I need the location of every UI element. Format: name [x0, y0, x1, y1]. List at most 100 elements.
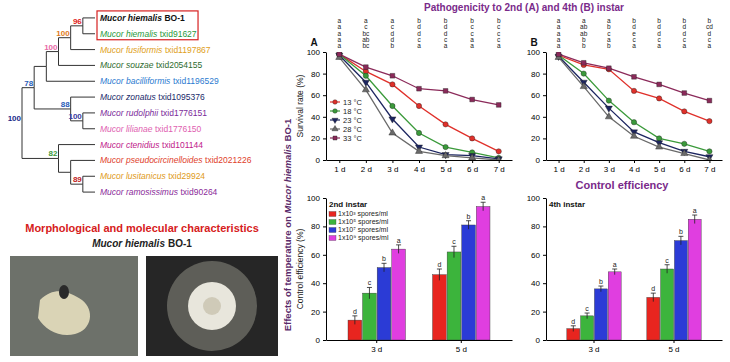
error-cap [651, 293, 656, 294]
series-line [339, 54, 498, 158]
tick-mark [323, 95, 326, 96]
leaf-label: Mucor lilianaetxid1776150 [100, 124, 202, 134]
legend-label: 1x10⁷ spores/ml [338, 226, 388, 234]
tick-label: 80 [311, 222, 320, 231]
marker [389, 129, 396, 135]
series-line [559, 56, 710, 156]
marker [389, 117, 396, 123]
series-line [559, 54, 710, 100]
tick-label: 0 [536, 336, 541, 345]
bar [647, 297, 660, 340]
tick-label: 5 d [441, 165, 452, 174]
marker [605, 106, 612, 112]
significance-letter: bc [362, 42, 370, 49]
tick: 0 [536, 336, 546, 345]
error-bar [585, 313, 590, 319]
bootstrap-label: 78 [24, 79, 33, 88]
bar [377, 268, 391, 340]
significance-letter: b [607, 42, 611, 49]
photo-detail [203, 297, 221, 315]
y-axis: 020406080100 [307, 194, 327, 345]
tick: 0 [316, 336, 326, 345]
strain-id: txid1197867 [165, 45, 211, 55]
marker [682, 109, 687, 114]
error-line [667, 265, 668, 274]
error-bar [665, 265, 670, 274]
figure-axis-title: Effects of temperature onMucor hiemalisB… [282, 118, 293, 331]
leaf-label: Mucor hiemalisBO-1 [100, 13, 185, 23]
tick-mark [323, 312, 326, 313]
legend-marker [333, 100, 338, 105]
tick-mark [446, 160, 447, 163]
tree: 1007882881001008910096Mucor hiemalisBO-1… [8, 11, 252, 197]
tick-mark [543, 52, 546, 53]
bootstrap-label: 82 [49, 149, 58, 158]
tick-label: 20 [311, 308, 320, 317]
tick-label: 60 [311, 91, 320, 100]
marker [417, 86, 422, 91]
leaf-label: Mucor pseudocircinelloidestxid2021226 [100, 155, 252, 165]
error-line [453, 246, 454, 257]
significance-letter: c [665, 257, 669, 264]
bootstrap-label: 100 [68, 112, 82, 121]
error-line [439, 269, 440, 280]
marker [443, 89, 448, 94]
significance-letter: a [481, 194, 485, 201]
tick-mark [323, 283, 326, 284]
marker [682, 141, 687, 146]
tick: 80 [531, 222, 546, 231]
tick-mark [339, 160, 340, 163]
tick-mark [323, 74, 326, 75]
axis-line [326, 53, 327, 161]
marker [656, 143, 663, 149]
branch [83, 121, 95, 129]
species-name: Mucor souzae [100, 60, 154, 70]
bootstrap-label: 96 [73, 17, 82, 26]
tick-label: 80 [311, 70, 320, 79]
legend: 2nd instar1x10³ spores/ml1x10⁵ spores/ml… [329, 200, 389, 242]
tick-label: 5 d [668, 345, 679, 354]
error-cap [665, 264, 670, 265]
legend-label: 33 °C [343, 134, 362, 143]
tick-mark [392, 160, 393, 163]
tick-label: 0 [536, 156, 541, 165]
tick: 20 [531, 308, 546, 317]
marker [416, 103, 421, 108]
legend: 4th instar [549, 200, 585, 209]
axis-title: Survival rate (%) [295, 74, 305, 137]
leaf-label: Mucor ramosissimustxid90264 [100, 187, 218, 197]
tick: 3 d [604, 160, 615, 174]
tick: 5 d [441, 160, 452, 174]
tick-label: 6 d [467, 165, 478, 174]
significance-letter: b [679, 228, 683, 235]
error-cap [466, 220, 471, 221]
axis-title-part: Mucor hiemalis [282, 144, 293, 213]
error-cap [396, 244, 401, 245]
marker [364, 65, 369, 70]
tick-label: 3 d [604, 165, 615, 174]
species-name: Mucor zonatus [100, 92, 156, 102]
strain-id: BO-1 [168, 238, 192, 249]
error-cap [692, 215, 697, 216]
bar [392, 249, 406, 340]
strain-id: txid1095376 [158, 92, 205, 102]
species-name: Mucor pseudocircinelloides [100, 155, 203, 165]
marker [632, 74, 637, 79]
legend-label: 18 °C [343, 107, 362, 116]
tick-label: 100 [527, 194, 541, 203]
tick: 4 d [629, 160, 640, 174]
axis-line [327, 340, 513, 341]
bar [363, 293, 377, 340]
branch [34, 88, 70, 109]
tick: 100 [307, 194, 326, 203]
branch [83, 18, 95, 26]
tick-label: 60 [311, 251, 320, 260]
tick-mark [543, 117, 546, 118]
tick: 40 [531, 113, 546, 122]
legend-swatch [329, 228, 336, 233]
error-line [680, 236, 681, 245]
legend-marker [332, 118, 338, 123]
marker [470, 97, 475, 102]
error-bar [651, 293, 656, 302]
branch [83, 184, 95, 192]
